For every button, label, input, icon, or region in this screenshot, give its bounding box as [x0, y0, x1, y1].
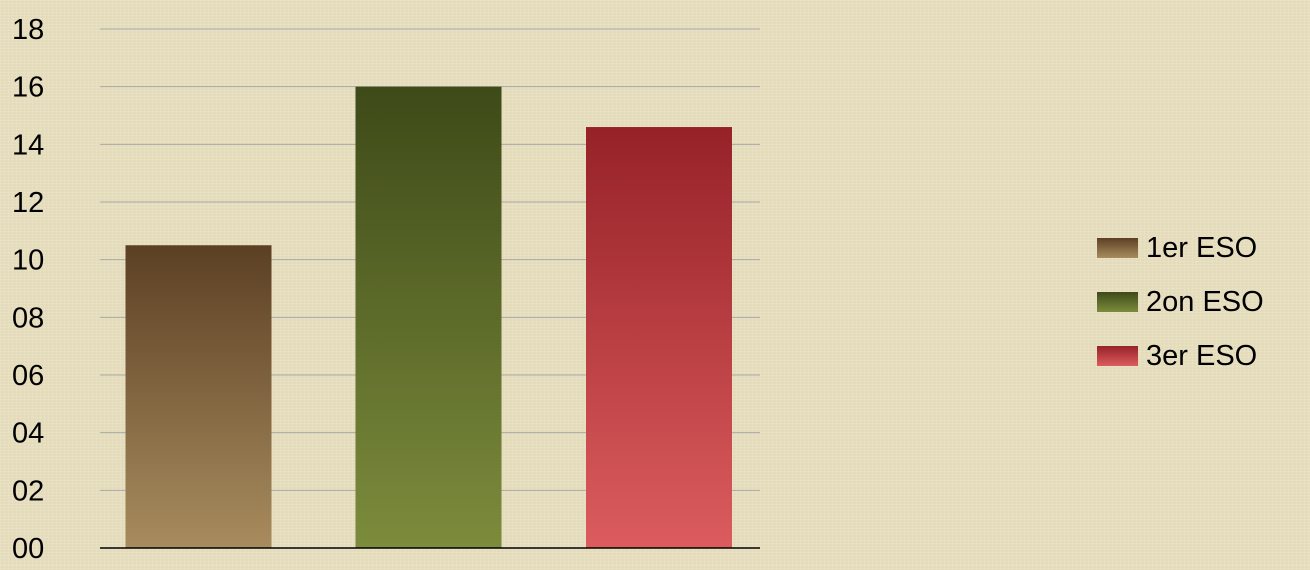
y-tick-label: 06 — [12, 360, 44, 392]
y-tick-label: 10 — [12, 245, 44, 277]
legend-label: 1er ESO — [1146, 232, 1257, 264]
bar-2on-eso — [355, 86, 502, 549]
y-tick-label: 12 — [12, 187, 44, 219]
y-tick-label: 00 — [12, 533, 44, 565]
y-tick-label: 18 — [12, 14, 44, 46]
bar-3er-eso — [586, 127, 732, 549]
legend-label: 3er ESO — [1146, 340, 1257, 372]
y-tick-label: 04 — [12, 418, 44, 450]
legend-swatch-2on-eso — [1097, 292, 1138, 312]
y-tick-label: 16 — [12, 72, 44, 104]
bar-1er-eso — [125, 245, 272, 548]
legend-label: 2on ESO — [1146, 286, 1264, 318]
y-tick-label: 08 — [12, 302, 44, 334]
bars — [125, 86, 732, 549]
legend-swatch-3er-eso — [1097, 346, 1138, 366]
y-axis-ticks: 00 02 04 06 08 10 12 14 16 18 — [12, 14, 44, 565]
y-tick-label: 02 — [12, 475, 44, 507]
legend-swatch-1er-eso — [1097, 238, 1138, 258]
legend: 1er ESO 2on ESO 3er ESO — [1097, 232, 1264, 372]
y-tick-label: 14 — [12, 129, 44, 161]
